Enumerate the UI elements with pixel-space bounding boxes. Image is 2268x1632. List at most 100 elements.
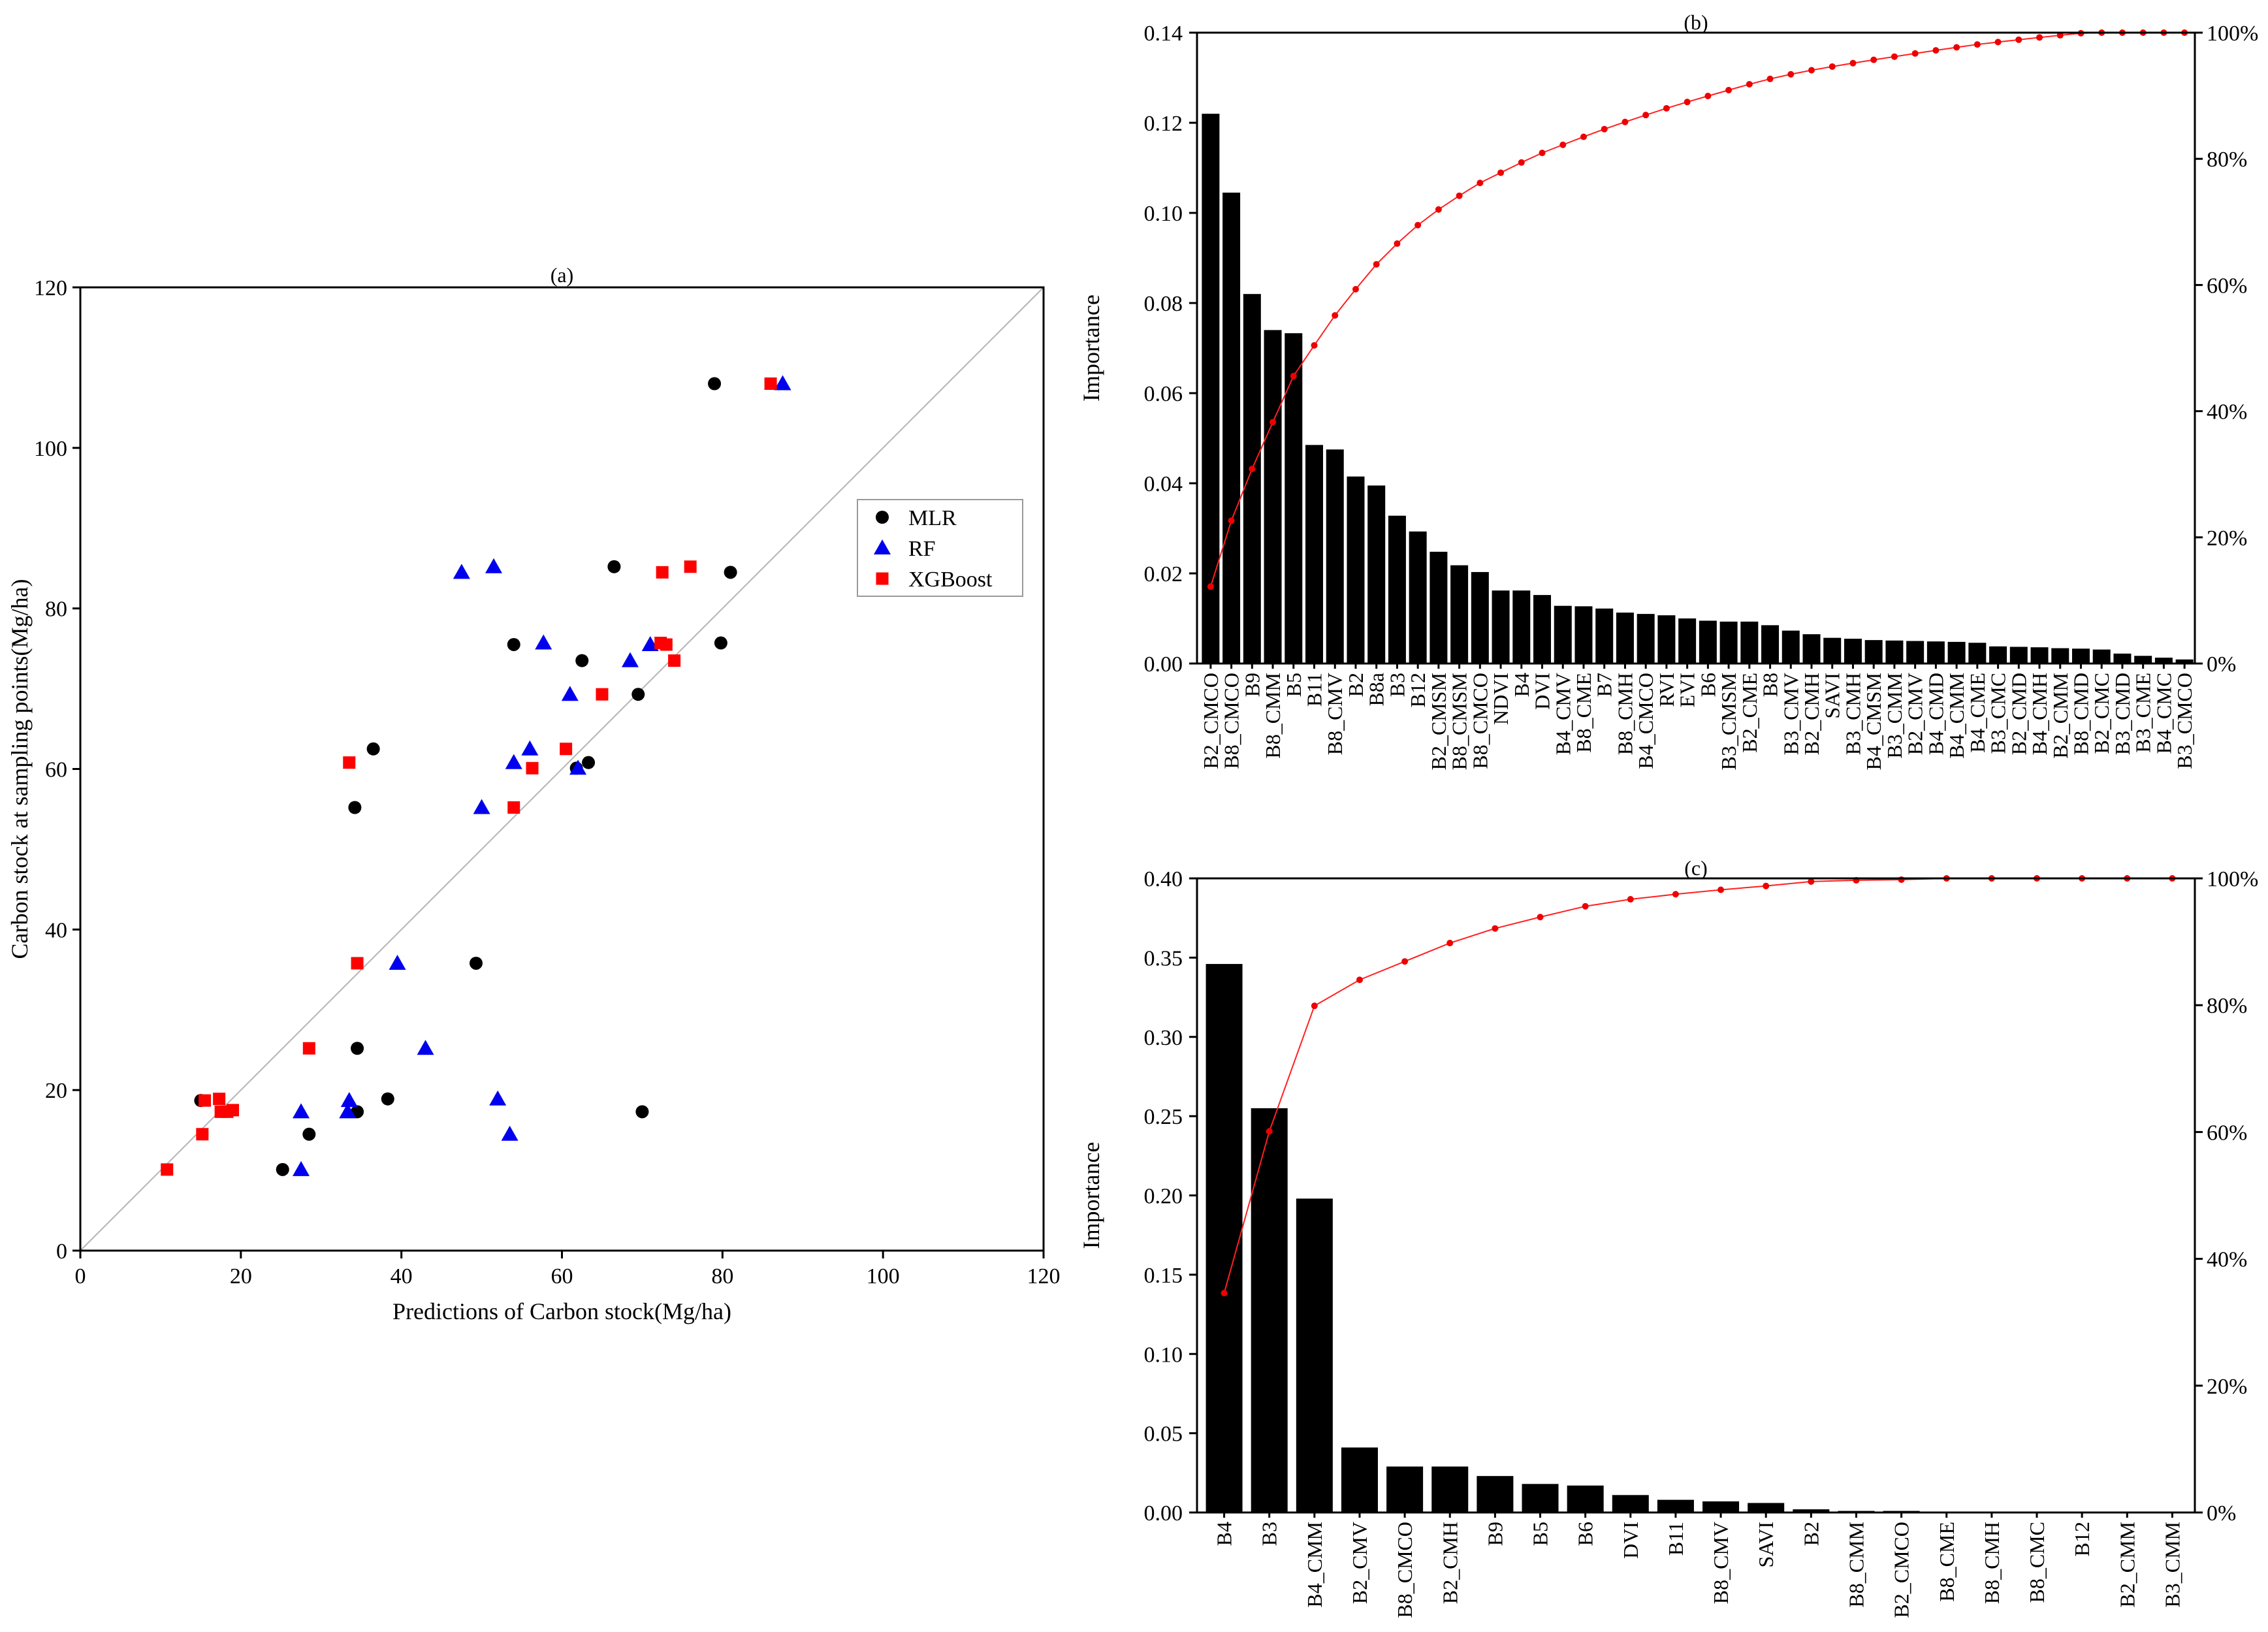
cumulative-point-c <box>1401 958 1409 965</box>
category-label-b: B4_CME <box>1966 673 1989 753</box>
bar-b <box>1243 294 1261 664</box>
category-label-c: B8_CMCO <box>1393 1522 1416 1618</box>
cumulative-point-c <box>1266 1128 1273 1135</box>
legend-marker-rf <box>874 539 891 554</box>
category-label-c: B8_CMC <box>2025 1522 2049 1603</box>
bar-b <box>2154 658 2173 664</box>
category-label-b: B8_CME <box>1572 673 1595 753</box>
point-rf <box>621 652 639 667</box>
point-xgboost <box>656 566 669 579</box>
cumulative-point-b <box>1559 141 1567 148</box>
bar-b <box>1761 625 1780 664</box>
cumulative-point-b <box>1829 63 1836 70</box>
point-mlr <box>582 756 596 769</box>
point-mlr <box>381 1092 394 1106</box>
cumulative-point-c <box>1627 896 1634 903</box>
category-label-b: B4_CMV <box>1551 673 1574 755</box>
point-mlr <box>714 636 727 650</box>
category-label-b: B8 <box>1759 673 1782 697</box>
legend-marker-mlr <box>876 511 889 524</box>
y-tick-label-b: 0.02 <box>1144 562 1183 586</box>
bar-b <box>1823 637 1842 664</box>
y-tick-label-a: 120 <box>34 276 67 300</box>
point-xgboost <box>343 756 356 769</box>
cumulative-point-b <box>1497 169 1505 176</box>
y-tick-label-b: 0.06 <box>1144 382 1183 406</box>
y-axis-label-c: Importance <box>1078 1142 1104 1249</box>
cumulative-point-b <box>1787 71 1795 78</box>
cumulative-point-b <box>1414 221 1422 229</box>
cumulative-line-c <box>1223 878 2173 1294</box>
y-tick-label-b: 0.14 <box>1144 22 1183 46</box>
y2-tick-label-b: 20% <box>2207 526 2247 551</box>
point-rf <box>453 564 470 579</box>
y-tick-label-a: 40 <box>45 918 67 942</box>
bar-b <box>1450 565 1469 664</box>
y-tick-label-a: 80 <box>45 598 67 622</box>
category-label-b: B2_CME <box>1738 673 1761 753</box>
legend-label-mlr: MLR <box>908 506 957 530</box>
y-tick-label-b: 0.10 <box>1144 202 1183 226</box>
cumulative-point-b <box>1435 206 1442 213</box>
bar-b <box>1719 621 1738 664</box>
category-label-b: B3 <box>1385 673 1409 697</box>
bar-b <box>1595 608 1614 664</box>
plot-frame-c <box>1196 877 2196 1514</box>
cumulative-point-b <box>1207 583 1214 590</box>
x-tick-label-a: 100 <box>867 1264 900 1288</box>
point-xgboost <box>596 688 609 701</box>
category-label-b: B8_CMD <box>2069 673 2092 755</box>
category-label-b: B12 <box>1406 673 1429 707</box>
y-tick-label-c: 0.10 <box>1144 1343 1183 1367</box>
bar-b <box>1202 114 1220 664</box>
y2-tick-label-c: 80% <box>2207 994 2247 1018</box>
point-xgboost <box>507 801 520 814</box>
category-label-c: B4_CMM <box>1303 1522 1326 1608</box>
bar-b <box>1305 445 1324 664</box>
category-label-b: B5 <box>1282 673 1305 697</box>
category-label-b: B8a <box>1365 673 1388 707</box>
y-tick-label-c: 0.00 <box>1144 1501 1183 1526</box>
bar-c <box>1657 1499 1694 1512</box>
category-label-c: B2 <box>1799 1522 1823 1546</box>
category-label-b: B3_CMH <box>1841 673 1864 755</box>
cumulative-point-b <box>1725 87 1733 94</box>
bar-c <box>1567 1485 1604 1512</box>
category-label-b: B7 <box>1593 673 1616 697</box>
bar-b <box>1492 590 1510 664</box>
bar-c <box>1612 1495 1649 1512</box>
category-label-c: B8_CME <box>1935 1522 1958 1602</box>
category-label-b: B9 <box>1240 673 1264 697</box>
point-xgboost <box>668 654 681 667</box>
bar-b <box>1222 192 1241 664</box>
bar-b <box>1533 595 1552 664</box>
bar-b <box>2009 647 2028 664</box>
category-label-c: B11 <box>1664 1522 1687 1556</box>
category-label-c: B3_CMM <box>2160 1522 2184 1608</box>
point-xgboost <box>684 560 697 573</box>
category-label-b: B2 <box>1344 673 1367 697</box>
cumulative-point-b <box>1973 41 1981 48</box>
y2-tick-label-b: 0% <box>2207 652 2236 677</box>
x-tick-label-a: 80 <box>711 1264 733 1288</box>
cumulative-point-b <box>1870 56 1877 63</box>
category-label-c: B9 <box>1483 1522 1507 1546</box>
bar-b <box>1781 630 1800 664</box>
category-label-c: B2_CMH <box>1438 1522 1461 1604</box>
point-mlr <box>302 1127 316 1141</box>
category-label-b: RVI <box>1655 673 1678 707</box>
category-label-b: B2_CMM <box>2049 673 2072 759</box>
category-label-b: B4_CMM <box>1945 673 1968 759</box>
bar-b <box>1947 641 1966 664</box>
cumulative-point-b <box>1249 465 1256 472</box>
cumulative-point-b <box>1953 44 1960 51</box>
x-tick-label-a: 20 <box>230 1264 252 1288</box>
category-label-b: B3_CMCO <box>2173 673 2196 769</box>
bar-b <box>2030 647 2049 664</box>
importance-panel-b: 0.00 0.02 0.04 0.06 0.08 0.10 0.12 0.14 0% 20% 40%… <box>1078 10 2258 770</box>
x-tick-label-a: 40 <box>391 1264 413 1288</box>
y2-tick-label-c: 0% <box>2207 1501 2236 1526</box>
category-label-b: B4_CMCO <box>1634 673 1657 769</box>
bar-b <box>1885 640 1904 664</box>
cumulative-point-b <box>1642 112 1650 119</box>
